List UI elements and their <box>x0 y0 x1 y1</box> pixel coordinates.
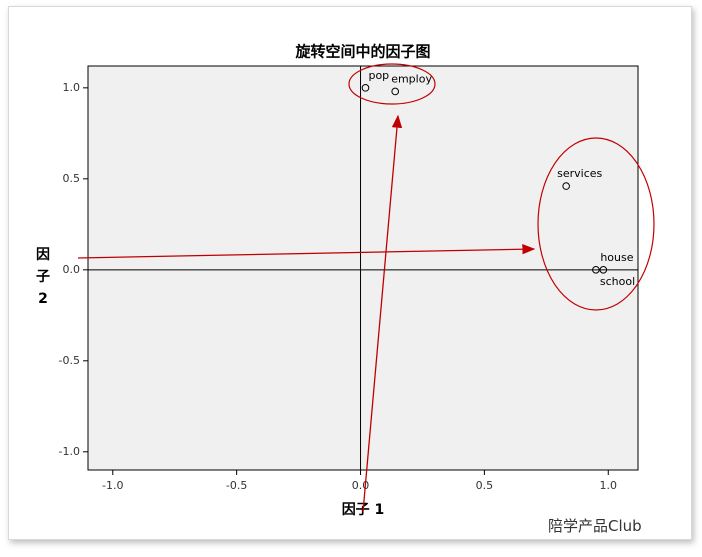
point-label: pop <box>368 69 389 82</box>
highlight-ellipse <box>537 137 655 311</box>
y-tick-label: -0.5 <box>59 354 80 367</box>
point <box>361 84 370 92</box>
point-label: house <box>600 251 633 264</box>
point <box>599 266 608 274</box>
highlight-ellipse <box>348 63 436 105</box>
chart-title: 旋转空间中的因子图 <box>294 43 430 61</box>
y-tick-label: 1.0 <box>63 81 81 94</box>
annotation-arrow <box>362 114 403 513</box>
x-tick-label: -1.0 <box>102 479 123 492</box>
point-label: services <box>557 167 602 180</box>
point-label: employ <box>391 72 432 85</box>
annotation-arrow <box>77 244 536 259</box>
x-tick-label: -0.5 <box>226 479 247 492</box>
y-tick-label: 0.5 <box>63 172 81 185</box>
plot-area <box>87 65 639 471</box>
point <box>592 266 600 274</box>
x-tick-label: 1.0 <box>600 479 618 492</box>
point <box>391 87 400 96</box>
point <box>562 182 570 190</box>
y-tick-label: 0.0 <box>63 263 81 276</box>
y-tick-label: -1.0 <box>59 445 80 458</box>
watermark: 陪学产品Club <box>548 517 642 535</box>
x-tick-label: 0.5 <box>476 479 494 492</box>
point-label: school <box>600 275 635 288</box>
x-tick-label: 0.0 <box>352 479 370 492</box>
y-axis-label: 因子 2 <box>36 247 50 307</box>
